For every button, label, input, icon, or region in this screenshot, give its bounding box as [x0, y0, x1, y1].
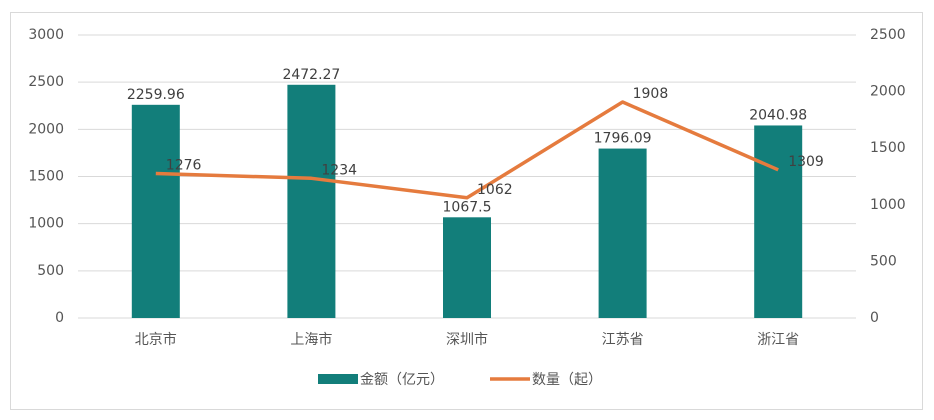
- y-tick-label: 0: [55, 310, 64, 326]
- bar: [754, 125, 803, 318]
- y-tick-label: 1500: [28, 169, 64, 185]
- y-tick-label: 3000: [28, 27, 64, 43]
- x-tick-label: 江苏省: [602, 332, 644, 348]
- legend-label: 数量（起）: [532, 372, 602, 388]
- legend-swatch: [318, 374, 358, 384]
- y2-tick-label: 500: [870, 253, 897, 269]
- y2-tick-label: 0: [870, 310, 879, 326]
- line-value-label: 1062: [477, 182, 513, 198]
- bar-value-label: 2259.96: [127, 87, 185, 103]
- y2-tick-label: 1500: [870, 140, 906, 156]
- y-tick-label: 2000: [28, 121, 64, 137]
- line-value-label: 1276: [166, 158, 202, 174]
- bar: [131, 104, 180, 318]
- bar: [443, 217, 491, 318]
- legend-label: 金额（亿元）: [360, 372, 444, 388]
- line-value-label: 1234: [321, 162, 357, 178]
- y2-tick-label: 1000: [870, 197, 906, 213]
- y-tick-label: 2500: [28, 74, 64, 90]
- y2-tick-label: 2000: [870, 84, 906, 100]
- y-tick-label: 1000: [28, 216, 64, 232]
- bar: [598, 148, 647, 318]
- line-value-label: 1908: [633, 86, 669, 102]
- line: [155, 100, 779, 200]
- bar-value-label: 1796.09: [594, 131, 652, 147]
- bar-value-label: 1067.5: [443, 199, 492, 215]
- bar-value-label: 2040.98: [749, 107, 807, 123]
- bar-value-label: 2472.27: [282, 67, 340, 83]
- x-tick-label: 北京市: [135, 331, 177, 348]
- x-tick-label: 浙江省: [757, 332, 799, 348]
- y-tick-label: 500: [37, 263, 64, 279]
- y2-tick-label: 2500: [870, 27, 906, 43]
- x-tick-label: 上海市: [290, 331, 332, 348]
- bar: [287, 84, 336, 318]
- line-value-label: 1309: [788, 154, 824, 170]
- x-tick-label: 深圳市: [446, 331, 488, 348]
